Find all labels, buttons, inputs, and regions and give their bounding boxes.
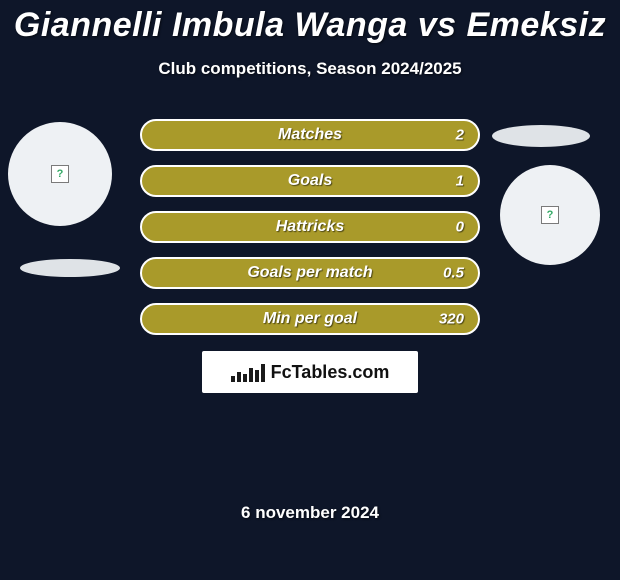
- fctables-badge: FcTables.com: [202, 351, 418, 393]
- date-label: 6 november 2024: [0, 503, 620, 523]
- stat-label: Goals: [288, 172, 332, 190]
- comparison-stage: ? ? Matches 2 Goals 1 Hattricks 0 Goals …: [0, 95, 620, 435]
- stat-bars: Matches 2 Goals 1 Hattricks 0 Goals per …: [140, 119, 480, 335]
- stat-value: 0.5: [443, 265, 464, 282]
- player-right-avatar: ?: [500, 165, 600, 265]
- bar-chart-icon: [231, 362, 265, 382]
- stat-label: Matches: [278, 126, 342, 144]
- stat-value: 0: [456, 219, 464, 236]
- image-placeholder-icon: ?: [541, 206, 559, 224]
- stat-value: 2: [456, 127, 464, 144]
- stat-label: Min per goal: [263, 310, 357, 328]
- page-title: Giannelli Imbula Wanga vs Emeksiz: [0, 0, 620, 45]
- stat-bar: Goals per match 0.5: [140, 257, 480, 289]
- player-right-shadow: [492, 125, 590, 147]
- player-left-shadow: [20, 259, 120, 277]
- stat-label: Hattricks: [276, 218, 344, 236]
- player-left-avatar: ?: [8, 122, 112, 226]
- stat-label: Goals per match: [247, 264, 372, 282]
- stat-bar: Matches 2: [140, 119, 480, 151]
- stat-bar: Min per goal 320: [140, 303, 480, 335]
- stat-bar: Hattricks 0: [140, 211, 480, 243]
- stat-value: 320: [439, 311, 464, 328]
- stat-bar: Goals 1: [140, 165, 480, 197]
- stat-value: 1: [456, 173, 464, 190]
- image-placeholder-icon: ?: [51, 165, 69, 183]
- subtitle: Club competitions, Season 2024/2025: [0, 59, 620, 79]
- badge-text: FcTables.com: [271, 362, 390, 383]
